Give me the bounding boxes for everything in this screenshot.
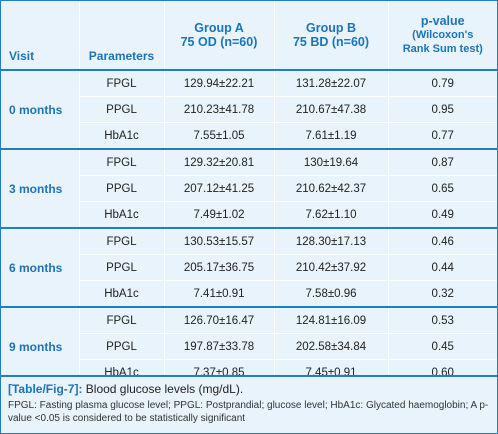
param-cell: HbA1c — [78, 280, 164, 307]
pvalue-cell: 0.45 — [387, 333, 497, 360]
group-a-cell: 205.17±36.75 — [163, 254, 274, 281]
pvalue-cell: 0.53 — [387, 306, 497, 334]
param-cell: FPGL — [78, 306, 164, 334]
table-row: HbA1c 7.49±1.02 7.62±1.10 0.49 — [1, 201, 497, 228]
pvalue-cell: 0.79 — [387, 70, 497, 97]
group-a-cell: 129.94±22.21 — [163, 70, 274, 97]
group-a-cell: 7.41±0.91 — [163, 280, 274, 307]
param-cell: PPGL — [78, 333, 164, 360]
pvalue-cell: 0.65 — [387, 175, 497, 202]
pvalue-cell: 0.32 — [387, 280, 497, 307]
group-b-cell: 210.42±37.92 — [273, 254, 388, 281]
pvalue-cell: 0.77 — [387, 122, 497, 149]
group-b-cell: 128.30±17.13 — [273, 227, 388, 255]
visit-cell: 6 months — [1, 227, 79, 307]
table-row: 0 months FPGL 129.94±22.21 131.28±22.07 … — [1, 70, 497, 149]
group-b-cell: 7.58±0.96 — [273, 280, 388, 307]
param-cell: HbA1c — [78, 201, 164, 228]
param-cell: FPGL — [78, 148, 164, 176]
header-visit: Visit — [1, 1, 79, 71]
group-a-cell: 7.55±1.05 — [163, 122, 274, 149]
table-row: PPGL 197.87±33.78 202.58±34.84 0.45 — [1, 333, 497, 360]
glucose-table: Visit Parameters Group A 75 OD (n=60) Gr… — [1, 1, 497, 385]
header-group-a-sub: 75 OD (n=60) — [180, 35, 258, 49]
visit-cell: 9 months — [1, 306, 79, 385]
header-pvalue-test-2: Rank Sum test) — [402, 43, 483, 55]
param-cell: PPGL — [78, 175, 164, 202]
table-caption: [Table/Fig-7]: Blood glucose levels (mg/… — [1, 375, 497, 433]
group-b-cell: 7.61±1.19 — [273, 122, 388, 149]
pvalue-cell: 0.46 — [387, 227, 497, 255]
caption-label: [Table/Fig-7]: — [8, 382, 83, 396]
header-pvalue-test: (Wilcoxon's — [412, 29, 474, 41]
table-row: PPGL 210.23±41.78 210.67±47.38 0.95 — [1, 96, 497, 123]
header-group-a-title: Group A — [194, 21, 244, 35]
pvalue-cell: 0.44 — [387, 254, 497, 281]
group-a-cell: 7.49±1.02 — [163, 201, 274, 228]
group-b-cell: 202.58±34.84 — [273, 333, 388, 360]
table-row: 3 months FPGL 129.32±20.81 130±19.64 0.8… — [1, 148, 497, 228]
visit-cell: 0 months — [1, 70, 79, 149]
table-row: PPGL 207.12±41.25 210.62±42.37 0.65 — [1, 175, 497, 202]
header-group-b: Group B 75 BD (n=60) — [273, 1, 388, 71]
group-a-cell: 130.53±15.57 — [163, 227, 274, 255]
table-row: 6 months FPGL 130.53±15.57 128.30±17.13 … — [1, 227, 497, 307]
group-b-cell: 210.62±42.37 — [273, 175, 388, 202]
header-pvalue-title: p-value — [420, 14, 465, 28]
table-row: HbA1c 7.41±0.91 7.58±0.96 0.32 — [1, 280, 497, 307]
group-a-cell: 197.87±33.78 — [163, 333, 274, 360]
table-row: HbA1c 7.55±1.05 7.61±1.19 0.77 — [1, 122, 497, 149]
group-b-cell: 124.81±16.09 — [273, 306, 388, 334]
header-pvalue: p-value (Wilcoxon's Rank Sum test) — [387, 1, 497, 71]
group-a-cell: 126.70±16.47 — [163, 306, 274, 334]
visit-cell: 3 months — [1, 148, 79, 228]
param-cell: FPGL — [78, 227, 164, 255]
param-cell: HbA1c — [78, 122, 164, 149]
group-b-cell: 131.28±22.07 — [273, 70, 388, 97]
table-row: 9 months FPGL 126.70±16.47 124.81±16.09 … — [1, 306, 497, 385]
pvalue-cell: 0.87 — [387, 148, 497, 176]
header-group-b-sub: 75 BD (n=60) — [292, 35, 370, 49]
group-b-cell: 130±19.64 — [273, 148, 388, 176]
caption-note: FPGL: Fasting plasma glucose level; PPGL… — [8, 400, 489, 424]
group-b-cell: 7.62±1.10 — [273, 201, 388, 228]
header-group-b-title: Group B — [306, 21, 356, 35]
pvalue-cell: 0.49 — [387, 201, 497, 228]
table-row: PPGL 205.17±36.75 210.42±37.92 0.44 — [1, 254, 497, 281]
group-a-cell: 207.12±41.25 — [163, 175, 274, 202]
pvalue-cell: 0.95 — [387, 96, 497, 123]
table-row: HbA1c 7.37±0.85 7.45±0.91 0.60 — [1, 359, 497, 385]
header-group-a: Group A 75 OD (n=60) — [163, 1, 274, 71]
group-a-cell: 129.32±20.81 — [163, 148, 274, 176]
group-b-cell: 210.67±47.38 — [273, 96, 388, 123]
group-a-cell: 210.23±41.78 — [163, 96, 274, 123]
param-cell: PPGL — [78, 96, 164, 123]
param-cell: PPGL — [78, 254, 164, 281]
header-row: Visit Parameters Group A 75 OD (n=60) Gr… — [1, 1, 497, 71]
param-cell: FPGL — [78, 70, 164, 97]
caption-title-line: [Table/Fig-7]: Blood glucose levels (mg/… — [8, 382, 490, 397]
header-parameters: Parameters — [78, 1, 164, 71]
caption-title: Blood glucose levels (mg/dL). — [82, 382, 244, 396]
